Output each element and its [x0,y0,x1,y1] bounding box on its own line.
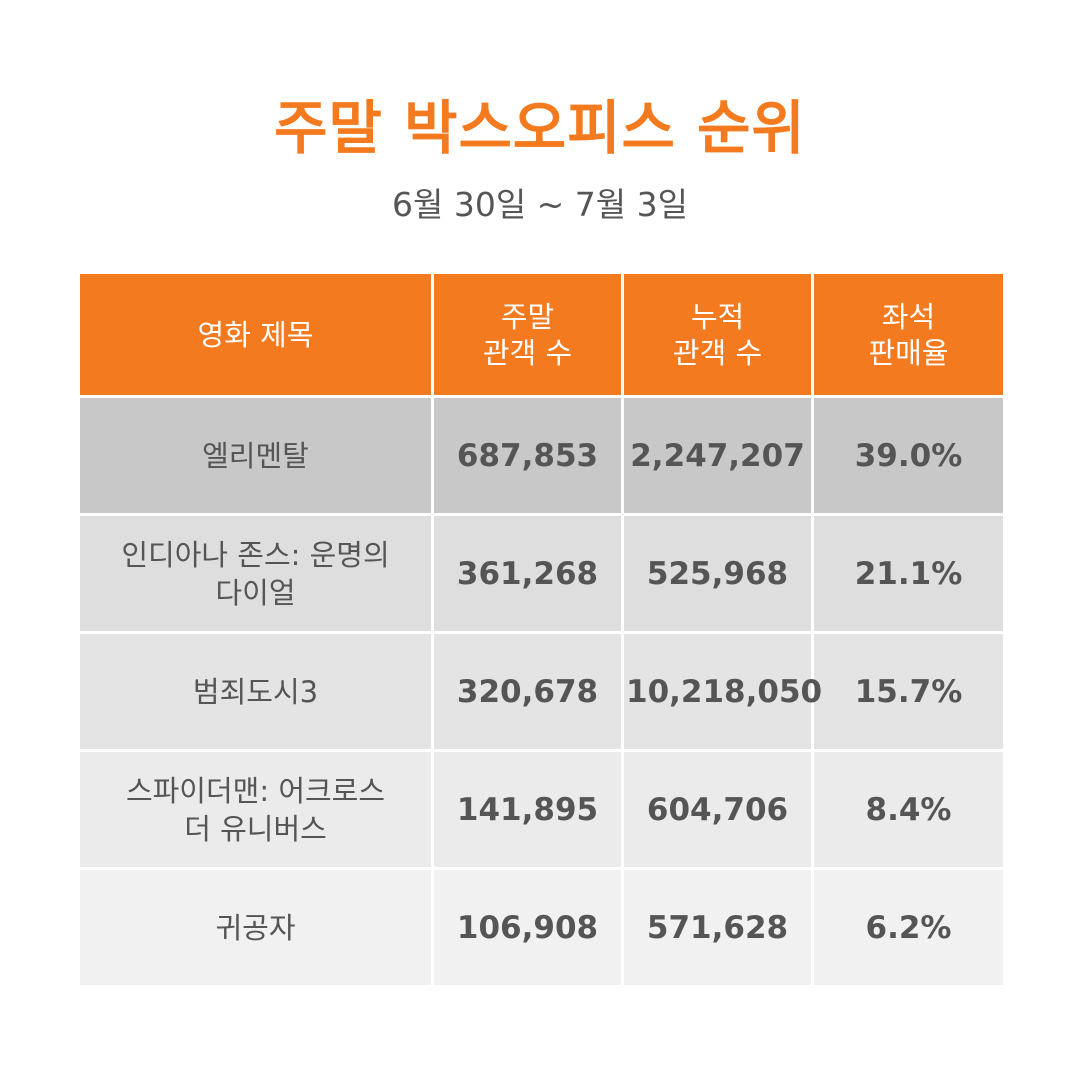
header-weekend-audience-line2: 관객 수 [482,335,573,370]
box-office-table: 영화 제목 주말 관객 수 누적 관객 수 좌석 판매율 엘리멘탈 687,85… [77,271,1006,988]
table-header-row: 영화 제목 주말 관객 수 누적 관객 수 좌석 판매율 [77,271,1006,398]
movie-title-line: 인디아나 존스: 운명의 [121,537,390,572]
total-audience-cell: 525,968 [621,513,814,634]
movie-title-line: 엘리멘탈 [202,438,309,473]
page-title: 주말 박스오피스 순위 [274,94,806,162]
total-audience-cell: 571,628 [621,867,814,988]
header-weekend-audience: 주말 관객 수 [431,271,624,398]
weekend-audience-cell: 106,908 [431,867,624,988]
table-row: 엘리멘탈 687,853 2,247,207 39.0% [77,395,1006,516]
total-audience-cell: 10,218,050 [621,631,822,752]
header-total-audience-line2: 관객 수 [672,335,763,370]
weekend-audience-cell: 361,268 [431,513,624,634]
header-total-audience: 누적 관객 수 [621,271,814,398]
header-seat-sales-rate-line2: 판매율 [868,335,949,370]
weekend-audience-cell: 141,895 [431,749,624,870]
seat-rate-cell: 39.0% [811,395,1006,516]
movie-title-line: 다이얼 [215,575,296,610]
header-total-audience-line1: 누적 [690,299,745,334]
weekend-audience-cell: 320,678 [431,631,624,752]
movie-title-line: 스파이더맨: 어크로스 [125,773,386,808]
table-row: 스파이더맨: 어크로스 더 유니버스 141,895 604,706 8.4% [77,749,1006,870]
movie-title-cell: 인디아나 존스: 운명의 다이얼 [77,513,434,634]
movie-title-cell: 귀공자 [77,867,434,988]
table-row: 인디아나 존스: 운명의 다이얼 361,268 525,968 21.1% [77,513,1006,634]
table-row: 귀공자 106,908 571,628 6.2% [77,867,1006,988]
header-movie-title: 영화 제목 [77,271,434,398]
movie-title-line: 더 유니버스 [184,811,327,846]
seat-rate-cell: 6.2% [811,867,1006,988]
header-weekend-audience-line1: 주말 [500,299,555,334]
seat-rate-cell: 21.1% [811,513,1006,634]
movie-title-cell: 엘리멘탈 [77,395,434,516]
header-seat-sales-rate: 좌석 판매율 [811,271,1006,398]
header-movie-title-label: 영화 제목 [197,317,314,352]
movie-title-line: 범죄도시3 [192,674,319,709]
date-range-subtitle: 6월 30일 ~ 7월 3일 [391,185,689,224]
table-row: 범죄도시3 320,678 10,218,050 15.7% [77,631,1006,752]
total-audience-cell: 604,706 [621,749,814,870]
movie-title-cell: 범죄도시3 [77,631,434,752]
total-audience-cell: 2,247,207 [621,395,814,516]
header-seat-sales-rate-line1: 좌석 [881,299,936,334]
seat-rate-cell: 8.4% [811,749,1006,870]
movie-title-line: 귀공자 [215,910,296,945]
movie-title-cell: 스파이더맨: 어크로스 더 유니버스 [77,749,434,870]
seat-rate-cell: 15.7% [811,631,1006,752]
weekend-audience-cell: 687,853 [431,395,624,516]
